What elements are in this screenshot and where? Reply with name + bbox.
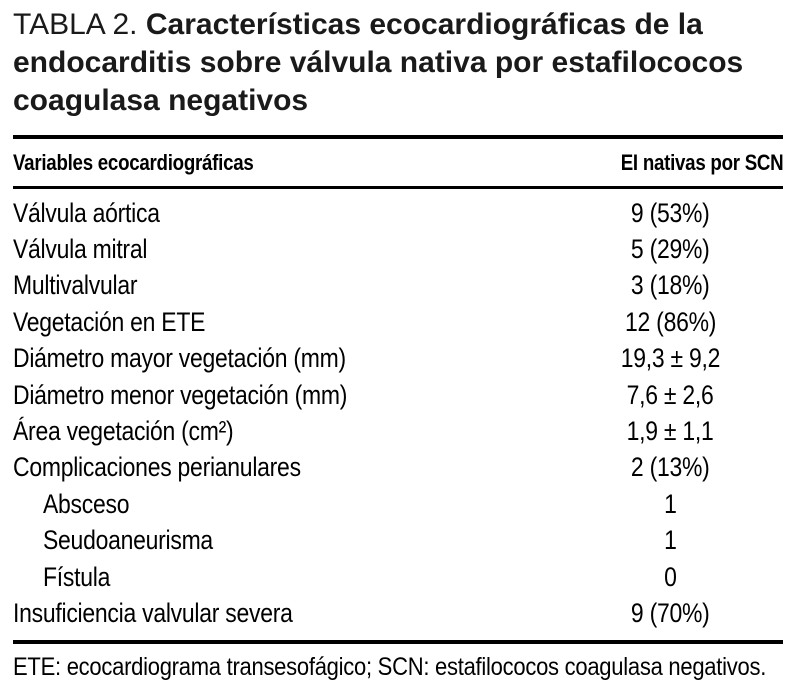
row-label: Vegetación en ETE xyxy=(13,306,206,337)
row-value: 7,6 ± 2,6 xyxy=(627,379,714,410)
column-header-variables: Variables ecocardiográficas xyxy=(13,149,254,175)
row-value: 5 (29%) xyxy=(631,234,710,265)
table-row: Fístula 0 xyxy=(13,559,783,595)
row-value: 1 xyxy=(664,488,677,519)
column-header-values: EI nativas por SCN xyxy=(620,149,783,175)
row-label: Complicaciones perianulares xyxy=(13,452,301,483)
table-row: Seudoaneurisma 1 xyxy=(13,523,783,559)
row-value: 3 (18%) xyxy=(631,270,710,301)
table-row: Válvula aórtica 9 (53%) xyxy=(13,195,783,231)
header-rule xyxy=(13,186,783,189)
table-row: Complicaciones perianulares 2 (13%) xyxy=(13,450,783,486)
table-row: Vegetación en ETE 12 (86%) xyxy=(13,304,783,340)
table-number-label: TABLA 2. xyxy=(13,8,138,41)
bottom-rule xyxy=(13,639,783,644)
row-value: 9 (53%) xyxy=(631,197,710,228)
row-value: 9 (70%) xyxy=(631,597,710,628)
row-label: Válvula mitral xyxy=(13,234,148,265)
table-row: Válvula mitral 5 (29%) xyxy=(13,231,783,267)
row-value: 1 xyxy=(664,525,677,556)
table-footnote: ETE: ecocardiograma transesofágico; SCN:… xyxy=(13,652,767,681)
table-header-row: Variables ecocardiográficas EI nativas p… xyxy=(13,139,783,186)
row-label: Fístula xyxy=(43,561,111,592)
row-label: Diámetro menor vegetación (mm) xyxy=(13,379,348,410)
title-line: TABLA 2. Características ecocardiográfic… xyxy=(13,6,783,44)
table-title: TABLA 2. Características ecocardiográfic… xyxy=(13,6,783,120)
row-label: Diámetro mayor vegetación (mm) xyxy=(13,343,346,374)
row-value: 19,3 ± 9,2 xyxy=(620,343,721,374)
row-label: Área vegetación (cm²) xyxy=(13,416,234,447)
row-label: Seudoaneurisma xyxy=(43,525,213,556)
row-value: 0 xyxy=(664,561,677,592)
table-row: Diámetro mayor vegetación (mm) 19,3 ± 9,… xyxy=(13,341,783,377)
row-label: Válvula aórtica xyxy=(13,197,160,228)
table-row: Diámetro menor vegetación (mm) 7,6 ± 2,6 xyxy=(13,377,783,413)
row-label: Absceso xyxy=(43,488,130,519)
title-line: endocarditis sobre válvula nativa por es… xyxy=(13,46,744,79)
top-rule xyxy=(13,135,783,139)
title-text: Características ecocardiográficas de la xyxy=(145,8,703,41)
row-value: 1,9 ± 1,1 xyxy=(627,416,714,447)
table-row: Área vegetación (cm²) 1,9 ± 1,1 xyxy=(13,413,783,449)
table-row: Absceso 1 xyxy=(13,486,783,522)
row-value: 12 (86%) xyxy=(624,306,717,337)
table-body: Válvula aórtica 9 (53%) Válvula mitral 5… xyxy=(13,189,783,640)
row-label: Multivalvular xyxy=(13,270,138,301)
row-label: Insuficiencia valvular severa xyxy=(13,597,293,628)
table-row: Insuficiencia valvular severa 9 (70%) xyxy=(13,595,783,631)
row-value: 2 (13%) xyxy=(631,452,710,483)
table-row: Multivalvular 3 (18%) xyxy=(13,268,783,304)
title-line: coagulasa negativos xyxy=(13,84,309,117)
